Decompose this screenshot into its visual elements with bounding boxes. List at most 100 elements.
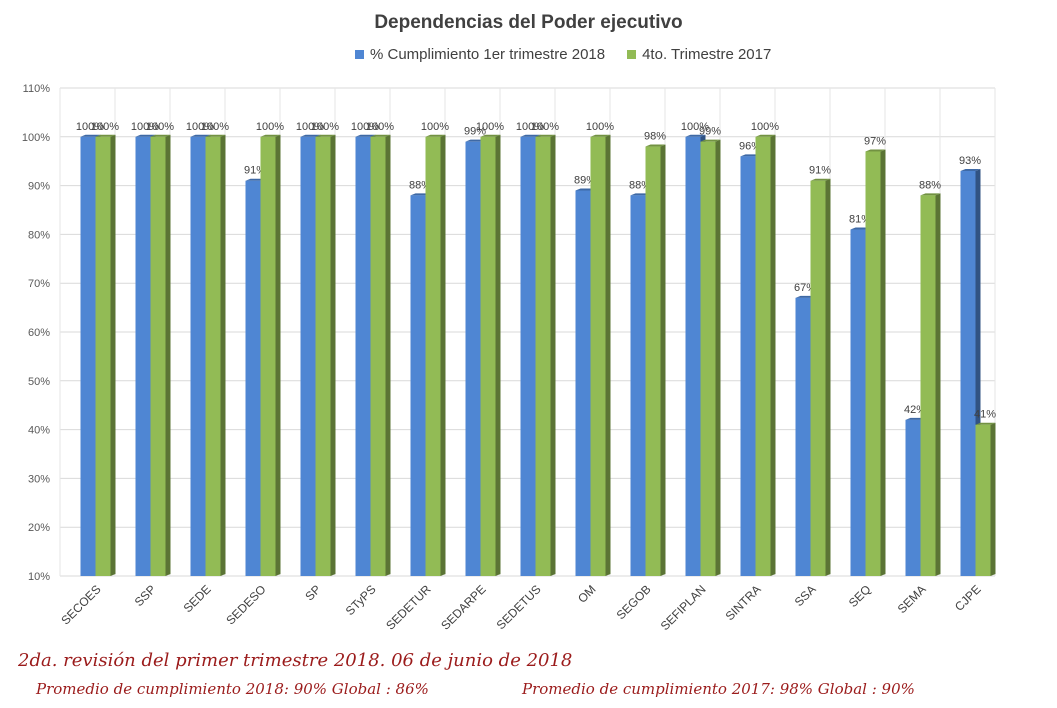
- x-tick-label: SEDETUR: [383, 582, 434, 633]
- data-label: 100%: [76, 121, 104, 133]
- bar-2018: [465, 141, 481, 576]
- legend-swatch-2018: [355, 50, 364, 59]
- x-tick-label: SP: [302, 582, 323, 603]
- data-label: 100%: [366, 121, 394, 133]
- x-tick-label: SECOES: [58, 582, 103, 627]
- bar-2017: [425, 136, 441, 577]
- bar-side: [935, 193, 941, 577]
- data-label: 100%: [91, 121, 119, 133]
- bar-2017: [95, 136, 111, 577]
- bar-2017: [700, 141, 716, 576]
- bar-2017: [480, 136, 496, 577]
- y-tick-label: 70%: [28, 278, 50, 290]
- y-tick-label: 30%: [28, 473, 50, 485]
- x-tick-label: SEFIPLAN: [658, 582, 709, 633]
- bar-2018: [245, 180, 261, 576]
- x-tick-label: SEMA: [895, 582, 929, 616]
- bar-top: [975, 422, 996, 425]
- data-label: 100%: [586, 121, 614, 133]
- bar-top: [810, 178, 831, 181]
- bar-2017: [150, 136, 166, 577]
- bar-2018: [520, 136, 536, 577]
- bar-top: [590, 134, 611, 137]
- bar-top: [755, 134, 776, 137]
- x-tick-label: SSP: [132, 582, 159, 609]
- data-label: 100%: [311, 121, 339, 133]
- y-tick-label: 110%: [23, 83, 51, 95]
- bar-side: [770, 134, 776, 577]
- bar-2018: [355, 136, 371, 577]
- y-tick-label: 20%: [28, 522, 50, 534]
- bar-2017: [370, 136, 386, 577]
- bar-2018: [905, 419, 921, 576]
- data-label: 100%: [351, 121, 379, 133]
- bar-side: [330, 134, 336, 577]
- footer-revision-note: 2da. revisión del primer trimestre 2018.…: [18, 650, 573, 671]
- bar-2018: [300, 136, 316, 577]
- legend-item-2018: % Cumplimiento 1er trimestre 2018: [355, 46, 605, 63]
- bar-top: [700, 139, 721, 142]
- x-tick-label: SSA: [792, 582, 819, 609]
- y-tick-label: 60%: [28, 327, 50, 339]
- bar-side: [660, 144, 666, 576]
- bar-side: [440, 134, 446, 577]
- x-tick-label: CJPE: [952, 582, 984, 614]
- legend-label-2017: 4to. Trimestre 2017: [642, 46, 772, 63]
- bar-side: [605, 134, 611, 577]
- data-label: 41%: [974, 409, 996, 421]
- x-tick-label: SINTRA: [723, 582, 764, 623]
- data-label: 100%: [516, 121, 544, 133]
- bar-side: [825, 178, 831, 576]
- bar-2017: [865, 151, 881, 576]
- chart-title: Dependencias del Poder ejecutivo: [374, 12, 683, 33]
- bar-side: [165, 134, 171, 577]
- bar-top: [205, 134, 226, 137]
- chart-legend: % Cumplimiento 1er trimestre 2018 4to. T…: [355, 46, 793, 63]
- bar-2018: [135, 136, 151, 577]
- y-tick-label: 50%: [28, 376, 50, 388]
- data-label: 97%: [864, 135, 886, 147]
- bar-side: [495, 134, 501, 577]
- bar-2018: [795, 297, 811, 576]
- bar-2017: [590, 136, 606, 577]
- y-tick-label: 10%: [28, 571, 50, 583]
- bar-top: [355, 134, 376, 137]
- bar-2017: [810, 180, 826, 576]
- bar-side: [220, 134, 226, 577]
- bar-side: [715, 139, 721, 576]
- bar-2018: [410, 195, 426, 577]
- bar-top: [425, 134, 446, 137]
- bar-2018: [575, 190, 591, 577]
- data-label: 100%: [186, 121, 214, 133]
- x-tick-label: SEDETUS: [494, 582, 544, 632]
- x-tick-label: STyPS: [343, 582, 379, 618]
- data-label: 93%: [959, 155, 981, 167]
- bar-side: [385, 134, 391, 577]
- data-label: 100%: [256, 121, 284, 133]
- bar-2017: [315, 136, 331, 577]
- bar-2017: [645, 146, 661, 576]
- bar-top: [315, 134, 336, 137]
- bar-2017: [920, 195, 936, 577]
- x-tick-label: OM: [575, 582, 599, 606]
- bar-top: [190, 134, 211, 137]
- bar-2018: [685, 136, 701, 577]
- bar-top: [300, 134, 321, 137]
- bar-2018: [190, 136, 206, 577]
- bar-2018: [850, 229, 866, 576]
- bar-side: [110, 134, 116, 577]
- bar-top: [960, 168, 981, 171]
- bar-side: [880, 149, 886, 576]
- bar-top: [645, 144, 666, 147]
- y-tick-label: 40%: [28, 425, 50, 437]
- x-tick-label: SEQ: [846, 582, 874, 610]
- bar-side: [990, 422, 996, 576]
- data-label: 100%: [146, 121, 174, 133]
- bar-top: [685, 134, 706, 137]
- y-tick-label: 80%: [28, 229, 50, 241]
- bar-2018: [80, 136, 96, 577]
- bar-side: [550, 134, 556, 577]
- x-tick-label: SEDARPE: [438, 582, 488, 632]
- data-label: 100%: [421, 121, 449, 133]
- legend-swatch-2017: [627, 50, 637, 59]
